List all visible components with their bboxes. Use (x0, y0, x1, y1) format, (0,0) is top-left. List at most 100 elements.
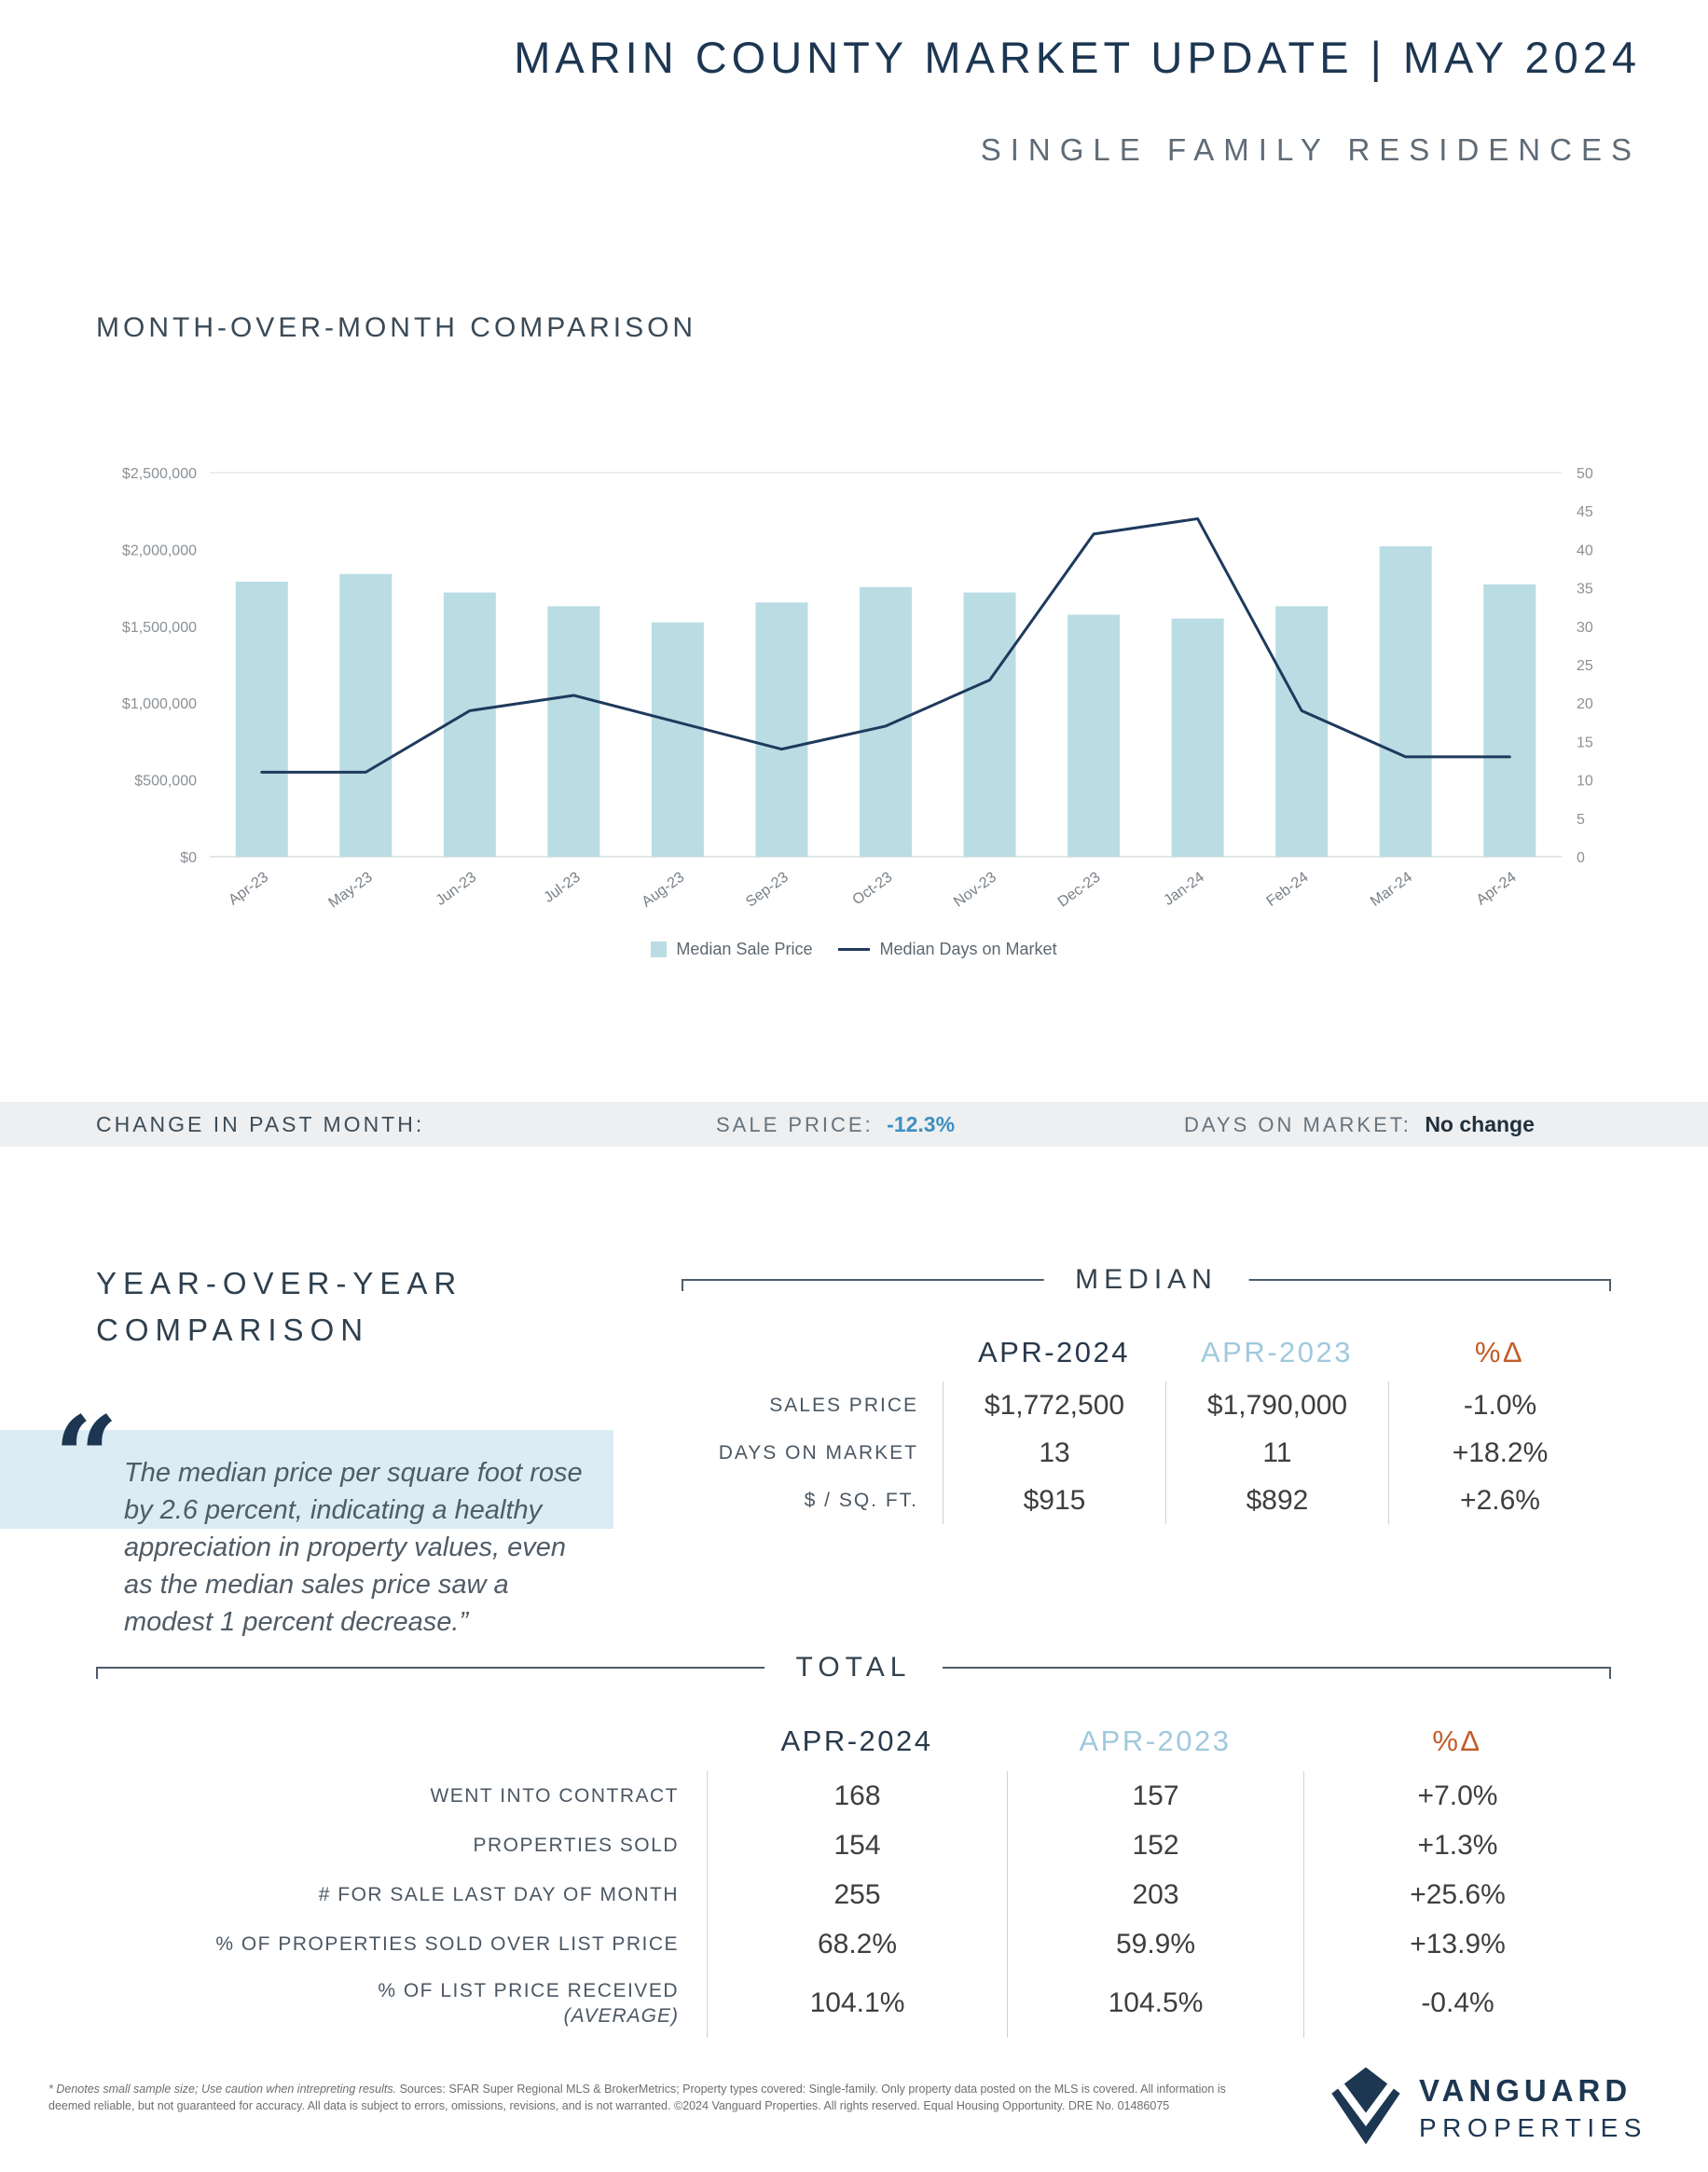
median-col-delta: %Δ (1474, 1336, 1525, 1368)
sale-price-label: SALE PRICE: (716, 1113, 874, 1136)
mom-chart: $0 $500,000 $1,000,000 $1,500,000 $2,000,000… (122, 466, 1593, 912)
sale-price-swatch-icon (651, 942, 668, 957)
sale-price-bar (860, 586, 912, 857)
total-col-delta: %Δ (1432, 1725, 1482, 1757)
sale-price-bar (651, 622, 704, 857)
median-cell: $915 (943, 1477, 1165, 1524)
median-cell: -1.0% (1388, 1382, 1611, 1429)
total-row-label-text: WENT INTO CONTRACT (430, 1784, 679, 1807)
x-axis-label: May-23 (325, 869, 375, 911)
change-band: CHANGE IN PAST MONTH: SALE PRICE: -12.3%… (0, 1102, 1708, 1147)
right-axis-tick: 5 (1577, 812, 1585, 828)
quote-mark-icon: “ (54, 1392, 119, 1523)
sale-price-bar (443, 592, 496, 857)
x-axis-label: Mar-24 (1368, 869, 1415, 910)
right-axis-tick: 40 (1577, 543, 1593, 558)
median-cell: +2.6% (1388, 1477, 1611, 1524)
total-cell: +7.0% (1303, 1771, 1611, 1821)
sale-price-bar (1379, 546, 1432, 857)
x-axis-label: Feb-24 (1263, 869, 1311, 910)
median-row-label: SALES PRICE (769, 1394, 918, 1416)
left-axis-tick: $500,000 (134, 774, 197, 790)
total-cell: 157 (1007, 1771, 1303, 1821)
disclaimer-rest: Sources: SFAR Super Regional MLS & Broke… (48, 2083, 1226, 2113)
yoy-title-line1: YEAR-OVER-YEAR (96, 1266, 463, 1300)
total-col-apr-2024: APR-2024 (780, 1725, 933, 1757)
legend-item-days: Median Days on Market (838, 940, 1057, 959)
sale-price-bar (1483, 584, 1536, 857)
footer-disclaimer: * Denotes small sample size; Use caution… (48, 2081, 1270, 2114)
total-cell: +13.9% (1303, 1919, 1611, 1969)
right-axis-tick: 25 (1577, 658, 1593, 674)
total-cell: 152 (1007, 1821, 1303, 1870)
total-col-apr-2023: APR-2023 (1079, 1725, 1232, 1757)
change-days-on-market: DAYS ON MARKET: No change (1184, 1102, 1535, 1150)
quote-text: The median price per square foot rose by… (124, 1458, 583, 1638)
right-axis-tick: 30 (1577, 620, 1593, 636)
sale-price-bar (1275, 606, 1329, 857)
right-axis-tick: 35 (1577, 582, 1593, 598)
total-cell: -0.4% (1303, 1969, 1611, 2038)
days-on-market-line (260, 516, 1511, 774)
left-axis-tick: $1,000,000 (122, 696, 197, 712)
total-cell: 203 (1007, 1870, 1303, 1919)
x-axis-label: Oct-23 (850, 869, 896, 908)
legend-item-sale-price: Median Sale Price (651, 940, 812, 959)
median-cell: +18.2% (1388, 1429, 1611, 1477)
median-col-apr-2024: APR-2024 (977, 1336, 1131, 1368)
chart-legend: Median Sale Price Median Days on Market (0, 940, 1708, 959)
median-header-spacer (682, 1324, 943, 1382)
logo-vanguard-text: VANGUARD (1419, 2073, 1632, 2108)
days-line-swatch-icon (838, 948, 871, 951)
total-row-label-text: # FOR SALE LAST DAY OF MONTH (318, 1883, 679, 1905)
yoy-title-line2: COMPARISON (96, 1312, 370, 1347)
total-cell: 68.2% (707, 1919, 1007, 1969)
legend-label-sale-price: Median Sale Price (676, 940, 813, 958)
logo-text: VANGUARD PROPERTIES (1419, 2073, 1647, 2143)
median-bracket: MEDIAN (682, 1264, 1611, 1296)
median-cell: 13 (943, 1429, 1165, 1477)
total-row-label-text: % OF LIST PRICE RECEIVED (378, 1979, 679, 2001)
x-axis-label: Jun-23 (434, 869, 480, 909)
right-axis-tick: 0 (1577, 850, 1585, 866)
median-cell: $892 (1165, 1477, 1388, 1524)
x-axis-label: Aug-23 (640, 869, 688, 910)
median-cell: 11 (1165, 1429, 1388, 1477)
logo-properties-text: PROPERTIES (1419, 2113, 1647, 2142)
change-sale-price: SALE PRICE: -12.3% (716, 1102, 955, 1150)
section-title-mom: MONTH-OVER-MONTH COMPARISON (96, 312, 697, 343)
page-title: MARIN COUNTY MARKET UPDATE | MAY 2024 (514, 33, 1641, 82)
right-axis-tick: 50 (1577, 466, 1593, 482)
total-title: TOTAL (764, 1652, 944, 1684)
total-cell: 255 (707, 1870, 1007, 1919)
days-on-market-value: No change (1425, 1112, 1535, 1136)
median-title: MEDIAN (1043, 1264, 1249, 1296)
sale-price-bar (235, 582, 288, 857)
x-axis-label: Apr-24 (1474, 869, 1520, 908)
total-cell: 168 (707, 1771, 1007, 1821)
sale-price-bar (963, 592, 1016, 857)
total-row-label: % OF PROPERTIES SOLD OVER LIST PRICE (96, 1919, 707, 1969)
total-row-label: % OF LIST PRICE RECEIVED (AVERAGE) (96, 1969, 707, 2038)
mom-chart-wrap: $0 $500,000 $1,000,000 $1,500,000 $2,000,000… (89, 459, 1622, 943)
total-row-label: PROPERTIES SOLD (96, 1821, 707, 1870)
right-axis-tick: 10 (1577, 774, 1593, 790)
total-cell: 154 (707, 1821, 1007, 1870)
quote-highlight (0, 1430, 613, 1529)
sale-price-bar (339, 573, 393, 857)
days-on-market-label: DAYS ON MARKET: (1184, 1113, 1412, 1136)
total-row-label-sub: (AVERAGE) (563, 2004, 679, 2027)
x-axis-label: Dec-23 (1055, 869, 1104, 910)
median-cell: $1,772,500 (943, 1382, 1165, 1429)
left-axis-tick: $1,500,000 (122, 620, 197, 636)
right-axis-tick: 20 (1577, 696, 1593, 712)
vanguard-diamond-icon (1329, 2066, 1402, 2151)
legend-label-days: Median Days on Market (879, 940, 1057, 958)
total-cell: 59.9% (1007, 1919, 1303, 1969)
total-cell: +1.3% (1303, 1821, 1611, 1870)
left-axis-tick: $2,500,000 (122, 466, 197, 482)
yoy-title: YEAR-OVER-YEAR COMPARISON (96, 1260, 462, 1353)
sale-price-value: -12.3% (887, 1112, 956, 1136)
x-axis-label: Apr-23 (226, 869, 271, 908)
